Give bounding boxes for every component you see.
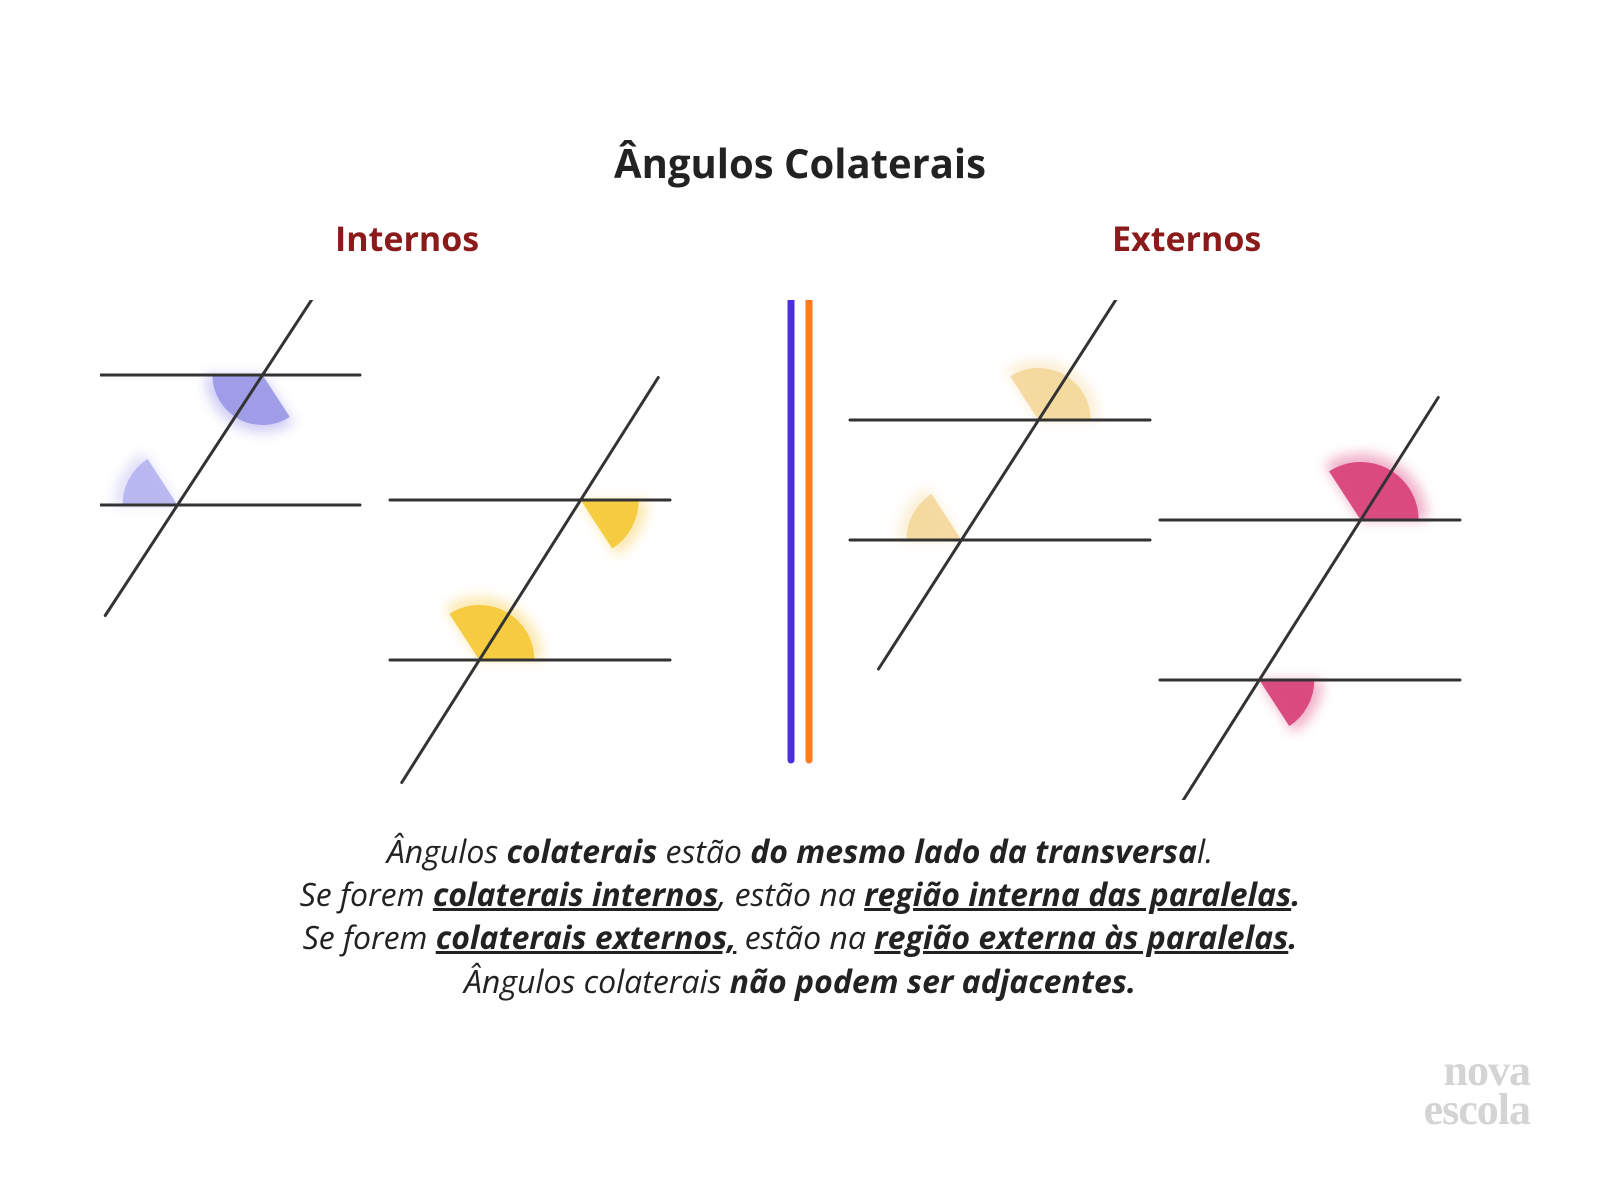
subheading-internos: Internos [335, 215, 479, 261]
subheading-externos: Externos [1112, 215, 1261, 261]
description-line-4: Ângulos colaterais não podem ser adjacen… [0, 960, 1600, 1003]
description-line-3: Se forem colaterais externos, estão na r… [0, 916, 1600, 959]
description-line-1: Ângulos colaterais estão do mesmo lado d… [0, 830, 1600, 873]
brand-logo: nova escola [1424, 1051, 1530, 1130]
brand-logo-line2: escola [1424, 1090, 1530, 1130]
diagram-internos-yellow [390, 378, 670, 783]
diagram-externos-pink [1160, 398, 1460, 801]
diagram-internos-purple [100, 300, 360, 616]
diagram-stage [100, 300, 1500, 800]
diagram-externos-cream [850, 300, 1150, 669]
page-title: Ângulos Colaterais [0, 135, 1600, 190]
description-block: Ângulos colaterais estão do mesmo lado d… [0, 830, 1600, 1003]
description-line-2: Se forem colaterais internos, estão na r… [0, 873, 1600, 916]
